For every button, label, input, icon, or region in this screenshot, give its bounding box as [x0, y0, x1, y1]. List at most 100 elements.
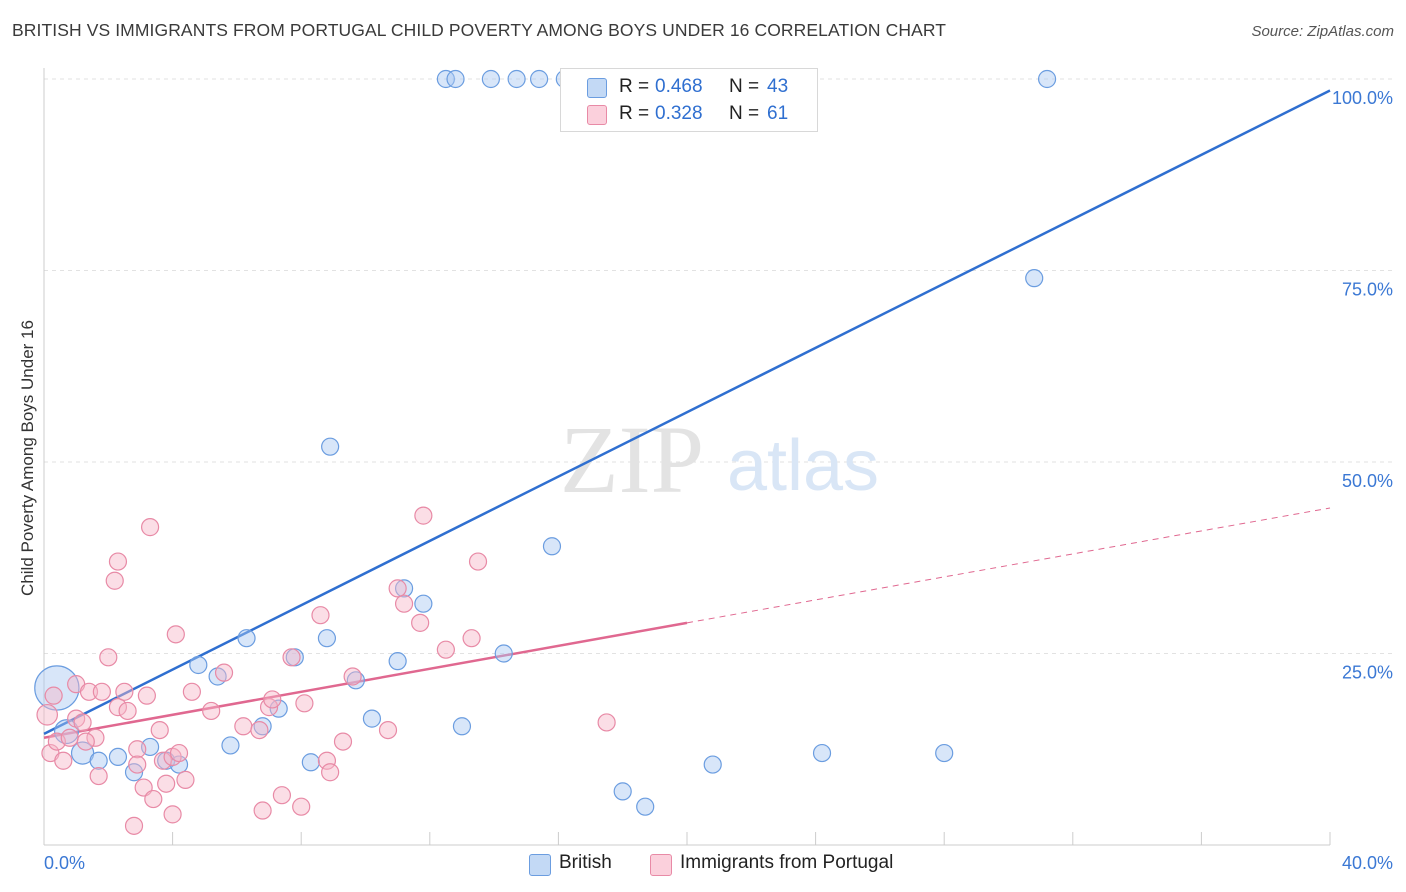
point-1-52	[394, 594, 414, 613]
y-tick-label-2: 75.0%	[1342, 280, 1393, 300]
point-1-33	[182, 682, 201, 701]
point-1-27	[157, 774, 176, 793]
point-1-18	[124, 816, 144, 835]
watermark-atlas: atlas	[727, 426, 879, 506]
point-0-17	[317, 629, 337, 648]
point-1-45	[311, 606, 330, 625]
point-1-14	[108, 698, 128, 717]
point-1-40	[263, 690, 282, 709]
point-0-20	[362, 709, 382, 728]
point-0-26	[542, 537, 562, 556]
portugal-swatch	[587, 105, 607, 125]
point-0-38	[530, 69, 549, 89]
n-value-british: 43	[767, 76, 789, 97]
point-1-35	[214, 663, 234, 682]
point-0-30	[812, 743, 832, 763]
point-1-49	[343, 667, 362, 686]
axes	[43, 68, 1331, 846]
point-0-32	[1025, 269, 1044, 288]
british-swatch	[587, 78, 607, 98]
x-tick-label-1: 40.0%	[1342, 853, 1393, 873]
y-axis-label: Child Poverty Among Boys Under 16	[18, 320, 37, 596]
point-1-51	[388, 579, 407, 598]
point-0-23	[414, 594, 433, 613]
point-0-36	[481, 69, 500, 89]
r-label: R =	[619, 76, 650, 97]
chart-title: BRITISH VS IMMIGRANTS FROM PORTUGAL CHIL…	[12, 20, 947, 40]
point-0-35	[446, 69, 465, 89]
point-0-2	[70, 741, 95, 765]
point-1-60	[76, 732, 95, 751]
point-1-20	[128, 755, 147, 774]
point-1-0	[36, 703, 59, 726]
point-1-48	[333, 732, 353, 751]
point-1-42	[282, 648, 301, 667]
point-1-10	[89, 766, 108, 786]
point-1-53	[411, 613, 430, 632]
point-1-22	[137, 686, 156, 705]
point-0-28	[636, 797, 655, 816]
point-1-41	[272, 786, 292, 805]
point-1-9	[86, 728, 105, 747]
point-1-11	[92, 682, 111, 701]
point-0-33	[1037, 69, 1057, 89]
point-0-24	[452, 717, 472, 736]
point-0-21	[388, 652, 407, 671]
point-1-34	[202, 701, 221, 721]
point-1-24	[144, 789, 163, 809]
x-tick-label-0: 0.0%	[44, 853, 85, 873]
point-0-9	[189, 655, 208, 675]
point-1-23	[140, 518, 160, 537]
y-tick-label-0: 25.0%	[1342, 663, 1393, 683]
point-0-37	[507, 69, 526, 89]
point-1-37	[250, 720, 269, 740]
point-0-18	[321, 437, 340, 456]
chart-source: Source: ZipAtlas.com	[1251, 23, 1394, 40]
point-0-34	[436, 69, 455, 89]
y-tick-label-3: 100.0%	[1332, 88, 1393, 108]
series-1	[36, 506, 616, 835]
legend-label-portugal: Immigrants from Portugal	[680, 852, 894, 873]
stats-legend-row-portugal: R = 0.328 N = 61	[561, 100, 817, 128]
point-1-57	[468, 552, 488, 571]
tick-labels: 25.0% 50.0% 75.0% 100.0% 0.0% 40.0%	[44, 88, 1393, 873]
point-1-13	[105, 571, 124, 590]
point-0-22	[394, 579, 414, 598]
gridlines	[44, 78, 1392, 654]
point-1-3	[54, 751, 73, 770]
point-0-11	[221, 736, 240, 755]
point-0-27	[613, 782, 632, 801]
point-1-7	[73, 713, 92, 732]
point-1-30	[166, 625, 185, 644]
data-points	[34, 69, 1057, 835]
trend-line-extension-1	[686, 507, 1331, 624]
point-1-50	[378, 720, 398, 740]
point-1-32	[176, 770, 195, 789]
point-0-31	[935, 743, 954, 763]
legend-swatch-british	[529, 854, 551, 876]
point-1-4	[60, 728, 79, 747]
point-1-19	[128, 740, 147, 759]
series-0	[34, 69, 1057, 816]
point-0-4	[108, 747, 128, 767]
trend-line-1	[43, 621, 688, 739]
legend-swatch-portugal	[650, 854, 672, 876]
point-1-15	[108, 552, 128, 571]
r-value-british: 0.468	[655, 76, 703, 97]
point-1-59	[44, 686, 63, 705]
stats-legend: R = 0.468 N = 43 R = 0.328 N = 61	[560, 68, 818, 132]
point-1-28	[163, 805, 182, 824]
point-1-55	[436, 640, 455, 659]
r-label: R =	[619, 103, 650, 124]
point-1-38	[253, 801, 272, 820]
trend-lines	[43, 89, 1331, 739]
point-1-36	[234, 717, 253, 736]
point-0-12	[237, 629, 256, 648]
point-1-46	[317, 751, 337, 770]
point-1-54	[414, 506, 433, 525]
point-1-56	[462, 629, 481, 648]
point-1-16	[115, 682, 134, 701]
watermark: ZIP atlas	[560, 406, 879, 513]
point-1-25	[150, 720, 169, 740]
